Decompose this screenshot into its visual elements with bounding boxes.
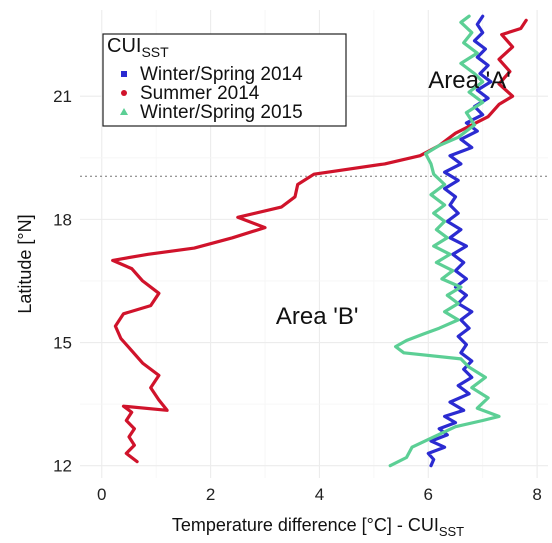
series-line-summer-2014 — [111, 18, 528, 464]
x-axis-title: Temperature difference [°C] - CUISST — [172, 515, 464, 539]
x-tick-label: 4 — [315, 485, 324, 504]
y-tick-label: 21 — [53, 87, 72, 106]
series-line-winter-spring-2015 — [388, 14, 501, 468]
legend-title: CUISST — [107, 35, 169, 60]
y-tick-label: 18 — [53, 210, 72, 229]
grid — [80, 10, 548, 478]
legend-key-winter-spring-2015 — [120, 108, 128, 115]
legend-keys — [120, 71, 128, 115]
annotation-area-b: Area 'B' — [276, 303, 359, 330]
x-tick-label: 8 — [532, 485, 541, 504]
x-tick-label: 2 — [206, 485, 215, 504]
series-layer — [111, 14, 528, 468]
legend-title-subscript: SST — [141, 44, 169, 60]
y-tick-label: 12 — [53, 457, 72, 476]
series-line-winter-spring-2014 — [426, 14, 493, 468]
legend-label-winter-spring-2014: Winter/Spring 2014 — [140, 64, 303, 85]
y-axis-title: Latitude [°N] — [15, 214, 35, 313]
x-axis-title-subscript: SST — [439, 524, 464, 539]
legend-title-main: CUI — [107, 35, 141, 57]
x-axis-title-main: Temperature difference [°C] - CUI — [172, 515, 439, 535]
x-tick-label: 0 — [97, 485, 106, 504]
legend-label-winter-spring-2015: Winter/Spring 2015 — [140, 102, 303, 123]
legend-box — [102, 33, 347, 127]
annotation-area-a: Area 'A' — [428, 67, 511, 94]
legend: CUISST Winter/Spring 2014 Summer 2014 Wi… — [102, 33, 347, 127]
y-tick-label: 15 — [53, 334, 72, 353]
legend-label-summer-2014: Summer 2014 — [140, 83, 260, 104]
legend-key-summer-2014 — [121, 90, 127, 96]
tick-labels: 0 2 4 6 8 12 15 18 21 — [53, 87, 542, 504]
legend-key-winter-spring-2014 — [121, 71, 127, 77]
x-tick-label: 6 — [424, 485, 433, 504]
